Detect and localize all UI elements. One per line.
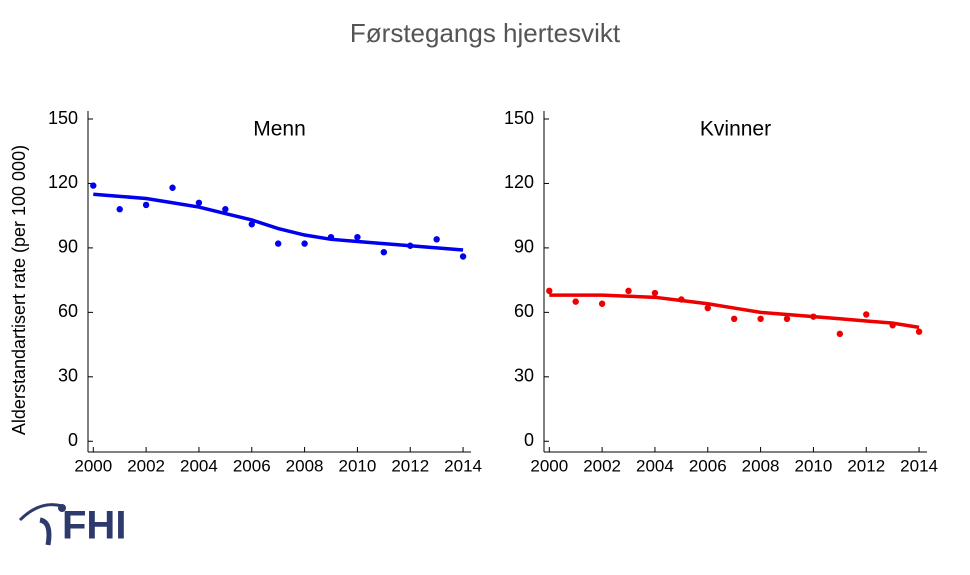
x-tick-label: 2008 bbox=[286, 456, 324, 475]
trend-line bbox=[93, 192, 464, 252]
data-point bbox=[915, 328, 923, 335]
data-point bbox=[116, 206, 123, 213]
y-tick-label: 0 bbox=[524, 430, 534, 450]
logo-text: FHI bbox=[62, 504, 126, 548]
x-tick-label: 2002 bbox=[127, 456, 165, 475]
x-tick-label: 2006 bbox=[233, 456, 271, 475]
logo-icon bbox=[18, 503, 66, 546]
y-tick-label: 90 bbox=[58, 237, 78, 257]
y-axis-label: Alderstandartisert rate (per 100 000) bbox=[9, 145, 29, 435]
chart-title: Førstegangs hjertesvikt bbox=[350, 18, 621, 48]
data-point bbox=[195, 199, 203, 206]
data-point bbox=[354, 233, 361, 241]
x-tick-label: 2012 bbox=[847, 456, 885, 475]
data-point bbox=[546, 287, 553, 295]
x-tick-label: 2010 bbox=[795, 456, 833, 475]
data-point bbox=[142, 201, 150, 209]
y-tick-label: 60 bbox=[58, 301, 78, 321]
y-tick-label: 150 bbox=[48, 108, 78, 128]
panel-title: Menn bbox=[253, 118, 306, 141]
data-point bbox=[380, 249, 388, 256]
panel-title: Kvinner bbox=[700, 118, 771, 141]
data-point bbox=[248, 221, 255, 228]
data-point bbox=[625, 287, 632, 295]
data-point bbox=[90, 182, 97, 189]
data-point bbox=[222, 206, 229, 213]
data-point bbox=[598, 300, 606, 307]
x-tick-label: 2010 bbox=[339, 456, 377, 475]
y-tick-label: 30 bbox=[58, 366, 78, 386]
data-point bbox=[274, 240, 282, 247]
data-point bbox=[757, 315, 764, 322]
trend-line bbox=[549, 293, 920, 330]
x-tick-label: 2012 bbox=[391, 456, 429, 475]
x-tick-label: 2002 bbox=[583, 456, 621, 475]
x-tick-label: 2000 bbox=[530, 456, 568, 475]
data-point bbox=[704, 304, 711, 312]
y-tick-label: 30 bbox=[514, 366, 534, 386]
x-tick-label: 2014 bbox=[900, 456, 938, 475]
data-point bbox=[836, 330, 844, 338]
y-tick-label: 120 bbox=[48, 172, 78, 192]
y-tick-label: 0 bbox=[68, 430, 78, 450]
data-point bbox=[169, 184, 176, 191]
x-tick-label: 2000 bbox=[74, 456, 112, 475]
y-tick-label: 90 bbox=[514, 237, 534, 257]
data-point bbox=[730, 315, 738, 322]
data-point bbox=[783, 315, 791, 322]
y-tick-label: 120 bbox=[504, 172, 534, 192]
x-tick-label: 2004 bbox=[180, 456, 218, 475]
y-tick-label: 150 bbox=[504, 108, 534, 128]
data-point bbox=[572, 298, 579, 305]
y-tick-label: 60 bbox=[514, 301, 534, 321]
x-tick-label: 2008 bbox=[742, 456, 780, 475]
data-point bbox=[433, 236, 440, 243]
data-point bbox=[863, 311, 870, 318]
data-point bbox=[651, 289, 659, 297]
x-tick-label: 2014 bbox=[444, 456, 482, 475]
data-point bbox=[301, 240, 308, 247]
x-tick-label: 2004 bbox=[636, 456, 674, 475]
x-tick-label: 2006 bbox=[689, 456, 727, 475]
data-point bbox=[459, 253, 467, 260]
